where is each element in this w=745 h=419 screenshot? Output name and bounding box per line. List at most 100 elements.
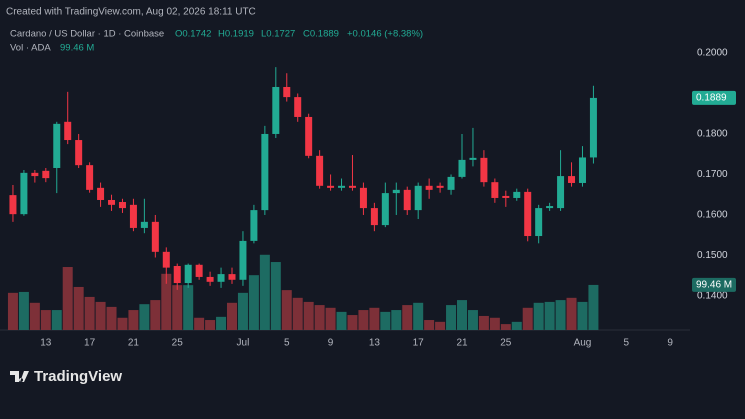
x-tick-label: Jul xyxy=(237,338,250,349)
x-tick-label: 13 xyxy=(40,338,52,349)
candle-body xyxy=(524,191,532,237)
candle-body xyxy=(568,176,576,183)
candle-body xyxy=(359,187,367,209)
volume-bar xyxy=(303,301,314,330)
candle-body xyxy=(162,251,170,268)
logo: TradingView xyxy=(10,368,122,385)
candle-body xyxy=(458,159,466,177)
created-note: Created with TradingView.com, Aug 02, 20… xyxy=(6,7,256,18)
volume-bar xyxy=(446,305,457,330)
volume-bar xyxy=(183,285,194,330)
volume-bar xyxy=(128,310,139,330)
x-tick-label: 21 xyxy=(128,338,140,349)
volume-bar xyxy=(292,297,303,330)
candle-body xyxy=(502,195,510,198)
volume-bar xyxy=(577,301,588,330)
y-tick-label: 0.2000 xyxy=(697,48,728,59)
candle-body xyxy=(546,206,554,209)
change: +0.0146 (+8.38%) xyxy=(347,29,423,40)
candle-body xyxy=(173,266,181,284)
volume-bar xyxy=(248,275,259,330)
candle-body xyxy=(108,199,116,205)
candle-body xyxy=(392,189,400,194)
volume-bar xyxy=(533,302,544,330)
volume-bar xyxy=(62,267,73,330)
candle-body xyxy=(20,172,28,215)
volume-bar xyxy=(325,307,336,330)
ohlc-close: C0.1889 xyxy=(303,29,339,40)
symbol: Cardano / US Dollar · 1D · Coinbase xyxy=(10,29,164,40)
x-tick-label: 21 xyxy=(456,338,468,349)
ohlc-open: O0.1742 xyxy=(175,29,211,40)
volume-bar xyxy=(544,301,555,330)
volume-bar xyxy=(259,254,270,330)
candle-body xyxy=(86,165,94,190)
candle-body xyxy=(338,185,346,188)
volume-value: 99.46 M xyxy=(60,43,94,54)
x-tick-label: Aug xyxy=(574,338,592,349)
volume-bar xyxy=(522,307,533,330)
candle-body xyxy=(97,187,105,200)
volume-bar xyxy=(270,262,281,330)
volume-bar xyxy=(511,321,522,330)
volume-bar xyxy=(216,316,227,330)
candle-body xyxy=(381,193,389,226)
x-tick-label: 25 xyxy=(172,338,184,349)
volume-title: Vol · ADA xyxy=(10,43,51,54)
volume-bar xyxy=(336,311,347,330)
volume-bar xyxy=(194,317,205,330)
volume-bar xyxy=(413,302,424,330)
candle-body xyxy=(53,123,61,168)
candle-body xyxy=(283,86,291,98)
volume-bar xyxy=(457,300,467,330)
price-tag xyxy=(692,90,736,105)
candle-body xyxy=(42,170,50,179)
y-tick-label: 0.1700 xyxy=(697,169,728,180)
volume-bar xyxy=(227,302,237,330)
x-tick-label: 25 xyxy=(500,338,512,349)
volume-bar xyxy=(555,300,566,330)
price-tag-label: 99.46 M xyxy=(696,280,732,291)
volume-bar xyxy=(402,305,413,330)
ohlc-high: H0.1919 xyxy=(218,29,254,40)
volume-bar xyxy=(205,320,216,330)
candle-body xyxy=(64,121,72,141)
candle-body xyxy=(327,185,335,188)
candle-body xyxy=(217,274,225,282)
candle-body xyxy=(195,264,203,277)
volume-bar xyxy=(588,284,599,330)
volume-bar xyxy=(566,297,577,330)
volume-bar xyxy=(117,317,128,330)
x-tick-label: 5 xyxy=(624,338,630,349)
volume-bar xyxy=(467,310,478,330)
candle-body xyxy=(272,86,280,134)
volume-bar xyxy=(73,286,84,330)
candle-body xyxy=(206,276,214,282)
y-tick-label: 0.1600 xyxy=(697,210,728,221)
volume-bar xyxy=(281,290,292,330)
volume-bar xyxy=(314,305,325,330)
volume-bar xyxy=(161,273,172,330)
volume-bar xyxy=(18,291,29,330)
candle-body xyxy=(557,176,565,209)
candle-body xyxy=(9,195,17,215)
x-tick-label: 13 xyxy=(369,338,381,349)
candle-body xyxy=(118,202,126,209)
volume-bar xyxy=(84,296,95,330)
volume-bar xyxy=(40,310,51,330)
candle-body xyxy=(436,185,444,188)
candle-body xyxy=(228,274,236,280)
candle-body xyxy=(151,221,159,252)
candle-body xyxy=(589,97,597,158)
candle-body xyxy=(184,264,192,284)
candle-body xyxy=(370,208,378,226)
candle-body xyxy=(578,157,586,183)
volume-bar xyxy=(369,307,380,330)
volume-bar xyxy=(106,306,117,330)
candle-body xyxy=(348,185,356,188)
x-tick-label: 17 xyxy=(84,338,96,349)
x-tick-label: 9 xyxy=(667,338,673,349)
candle-body xyxy=(261,133,269,211)
